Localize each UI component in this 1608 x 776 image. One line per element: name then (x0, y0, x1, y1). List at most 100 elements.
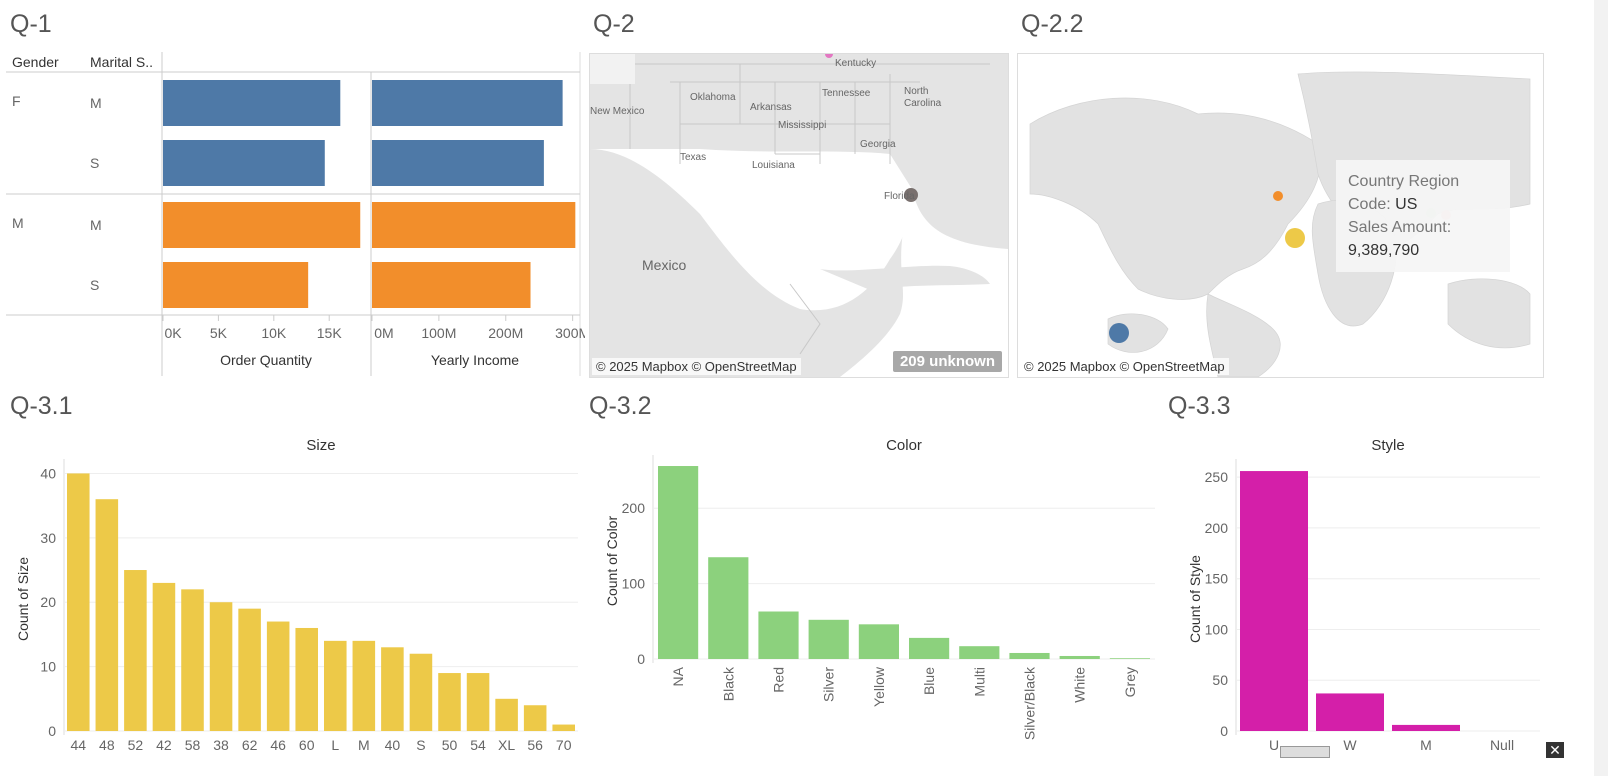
bar[interactable] (1109, 658, 1150, 659)
y-axis-label: Count of Color (604, 516, 620, 607)
x-tick-label: 52 (128, 737, 144, 753)
x-tick-label: 70 (556, 737, 572, 753)
bar[interactable] (808, 619, 849, 659)
q1-income-tick: 100M (421, 325, 456, 341)
q1-order-bar[interactable] (163, 202, 361, 248)
q2-map-label: Carolina (904, 98, 942, 109)
q1-order-tick: 15K (317, 325, 343, 341)
q22-point-australia[interactable] (1109, 323, 1129, 343)
q22-tooltip-code: Code: US (1348, 196, 1418, 213)
q1-income-axis-label: Yearly Income (431, 352, 519, 368)
bar[interactable] (1009, 652, 1050, 659)
q1-order-bar[interactable] (163, 262, 309, 308)
x-tick-label: Silver (821, 667, 837, 702)
resize-handle[interactable] (1280, 746, 1330, 758)
q2-unknown-badge[interactable]: 209 unknown (892, 351, 1002, 372)
bar[interactable] (95, 499, 119, 731)
chart-title: Color (886, 437, 922, 454)
title-q1: Q-1 (10, 10, 52, 38)
q1-income-bar[interactable] (372, 140, 544, 186)
bar[interactable] (124, 570, 147, 731)
bar[interactable] (67, 473, 90, 731)
x-tick-label: 44 (70, 737, 86, 753)
q1-order-tick: 5K (210, 325, 228, 341)
bar[interactable] (152, 582, 176, 731)
title-q22: Q-2.2 (1021, 10, 1084, 38)
bar[interactable] (409, 653, 433, 731)
q2-map-label: Georgia (860, 139, 896, 150)
q1-order-bar[interactable] (163, 80, 341, 126)
x-tick-label: U (1269, 737, 1279, 753)
q1-income-bar[interactable] (372, 262, 531, 308)
title-q2: Q-2 (593, 10, 635, 38)
q32-color-chart: Color Count of Color 0 100 200 NA Black Red Silv… (604, 437, 1155, 740)
vertical-scrollbar[interactable] (1594, 0, 1608, 776)
q1-header-marital: Marital S.. (90, 54, 153, 70)
bar[interactable] (266, 621, 290, 731)
bar[interactable] (1240, 471, 1308, 731)
bar[interactable] (295, 627, 318, 731)
q22-credit: © 2025 Mapbox © OpenStreetMap (1020, 358, 1229, 375)
bar[interactable] (466, 673, 490, 731)
bar[interactable] (858, 624, 899, 659)
q22-tooltip-amount-label: Sales Amount: (1348, 219, 1452, 236)
y-tick-label: 100 (622, 576, 646, 592)
y-tick-label: 200 (622, 500, 646, 516)
q2-map-label: Kentucky (835, 58, 876, 69)
q22-point-canada[interactable] (1273, 191, 1283, 201)
q22-point-us[interactable] (1285, 228, 1305, 248)
y-tick-label: 40 (40, 465, 56, 481)
bar[interactable] (523, 705, 547, 731)
bar[interactable] (758, 611, 799, 659)
y-tick-label: 10 (40, 659, 56, 675)
bar[interactable] (658, 466, 699, 659)
bar[interactable] (552, 724, 575, 731)
close-icon[interactable]: ✕ (1546, 742, 1564, 758)
q2-point[interactable] (904, 188, 918, 202)
q2-map-label: Mississippi (778, 120, 826, 131)
y-tick-label: 20 (40, 594, 56, 610)
q1-order-bar[interactable] (163, 140, 325, 186)
x-tick-label: 62 (242, 737, 258, 753)
bar[interactable] (1392, 724, 1460, 731)
q1-marital-label: M (90, 95, 102, 111)
q1-marital-label: S (90, 155, 99, 171)
title-q33: Q-3.3 (1168, 392, 1231, 420)
q1-income-bar[interactable] (372, 202, 576, 248)
y-tick-label: 200 (1205, 520, 1229, 536)
q2-map[interactable]: Kentucky Oklahoma Tennessee North Carolina Ar… (589, 53, 1009, 378)
bar[interactable] (238, 608, 261, 731)
x-tick-label: 58 (185, 737, 201, 753)
q22-tooltip-amount-value: 9,389,790 (1348, 242, 1420, 259)
bar[interactable] (959, 646, 1000, 659)
bar[interactable] (1316, 693, 1384, 731)
y-tick-label: 150 (1205, 571, 1229, 587)
q33-style-chart: Style Count of Style 0 50 100 150 200 250 U W M Nul… (1187, 437, 1540, 753)
bar[interactable] (495, 698, 518, 731)
x-tick-label: W (1343, 737, 1357, 753)
q1-order-tick: 0K (164, 325, 182, 341)
bar[interactable] (352, 640, 376, 731)
bar[interactable] (324, 640, 347, 731)
q2-map-label: North (904, 86, 928, 97)
bar[interactable] (708, 557, 749, 659)
q1-income-bar[interactable] (372, 80, 563, 126)
bar[interactable] (909, 637, 950, 659)
bar[interactable] (181, 589, 204, 731)
bar[interactable] (1059, 655, 1100, 659)
bar[interactable] (438, 673, 461, 731)
x-tick-label: 38 (213, 737, 229, 753)
q1-header-gender: Gender (12, 54, 59, 70)
q1-marital-label: S (90, 277, 99, 293)
q1-chart: Gender Marital S.. F M S M M S 0K 5K 10K 15K 0M 10… (6, 52, 585, 376)
x-tick-label: 48 (99, 737, 115, 753)
q22-map[interactable]: Country Region Code: US Sales Amount: 9,… (1017, 53, 1544, 378)
bar[interactable] (381, 647, 404, 731)
x-tick-label: NA (670, 666, 686, 686)
x-tick-label: 50 (442, 737, 458, 753)
y-tick-label: 100 (1205, 621, 1229, 637)
q2-map-label: Tennessee (822, 88, 871, 99)
y-axis-label: Count of Size (15, 557, 31, 641)
bar[interactable] (209, 602, 233, 731)
